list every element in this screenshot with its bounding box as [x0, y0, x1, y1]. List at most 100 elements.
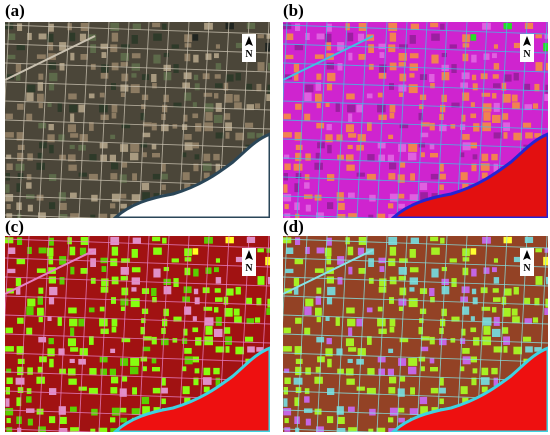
field	[449, 44, 457, 49]
field	[151, 74, 157, 83]
field	[246, 297, 253, 305]
field	[481, 92, 491, 97]
field	[172, 338, 178, 343]
road	[283, 24, 548, 35]
field	[439, 377, 444, 386]
field	[215, 297, 223, 302]
image-content: N	[5, 22, 270, 218]
field	[152, 367, 160, 372]
field	[284, 154, 290, 159]
field	[480, 163, 490, 171]
field	[70, 347, 79, 352]
field	[121, 338, 131, 343]
road	[283, 100, 548, 111]
field	[348, 213, 358, 218]
field	[408, 152, 417, 161]
field	[545, 298, 548, 308]
field	[225, 122, 232, 131]
field	[471, 74, 477, 81]
field	[192, 327, 199, 333]
field	[17, 358, 25, 364]
field	[78, 104, 85, 113]
field	[100, 154, 107, 162]
field	[120, 92, 126, 97]
field	[524, 318, 532, 325]
road	[138, 236, 150, 432]
field	[470, 113, 477, 119]
road	[456, 22, 468, 218]
field	[388, 348, 394, 353]
field	[131, 249, 138, 258]
field	[389, 407, 398, 416]
field	[215, 132, 225, 139]
field	[336, 192, 344, 201]
field	[90, 258, 96, 267]
field	[26, 388, 32, 394]
field	[366, 93, 373, 99]
field	[357, 247, 365, 256]
field	[256, 83, 262, 92]
field	[90, 63, 96, 70]
field	[48, 42, 54, 51]
field	[376, 427, 386, 432]
field	[431, 33, 440, 41]
field	[369, 408, 376, 416]
field	[420, 366, 425, 372]
field	[247, 132, 255, 139]
field	[266, 247, 270, 253]
field	[348, 52, 353, 61]
field	[326, 62, 334, 70]
north-arrow-shape	[245, 36, 253, 46]
road	[58, 236, 70, 432]
field	[257, 62, 265, 71]
field	[36, 268, 46, 273]
field	[409, 194, 418, 201]
field	[430, 22, 439, 28]
field	[388, 417, 394, 423]
field	[215, 277, 222, 284]
field	[193, 54, 199, 63]
field	[295, 237, 301, 245]
field	[6, 377, 13, 384]
field	[389, 297, 394, 304]
field	[326, 237, 332, 246]
canal	[5, 249, 96, 295]
field	[347, 358, 353, 363]
field	[378, 257, 386, 264]
field	[461, 114, 466, 122]
field	[431, 54, 439, 64]
field	[161, 173, 168, 180]
field	[430, 153, 438, 158]
field	[410, 387, 415, 395]
field	[368, 214, 374, 218]
road	[5, 257, 270, 268]
field	[254, 317, 261, 323]
field	[399, 258, 408, 263]
road	[316, 22, 328, 218]
field	[389, 162, 397, 170]
field	[100, 368, 107, 376]
field	[184, 92, 192, 101]
field	[389, 376, 397, 384]
field	[235, 286, 241, 295]
field	[111, 112, 117, 119]
field	[58, 192, 66, 201]
field	[419, 182, 428, 191]
field	[205, 326, 213, 335]
field	[120, 62, 128, 67]
field	[461, 72, 470, 80]
field	[194, 368, 200, 374]
field	[326, 124, 332, 131]
field	[192, 102, 197, 107]
field	[327, 202, 334, 210]
field	[460, 386, 468, 395]
field	[246, 104, 254, 111]
field	[225, 22, 234, 30]
field	[78, 144, 86, 151]
field	[49, 286, 58, 296]
field	[16, 416, 22, 424]
field	[246, 318, 254, 325]
field	[472, 368, 478, 374]
north-arrow-shape	[523, 250, 531, 260]
field	[284, 368, 290, 373]
